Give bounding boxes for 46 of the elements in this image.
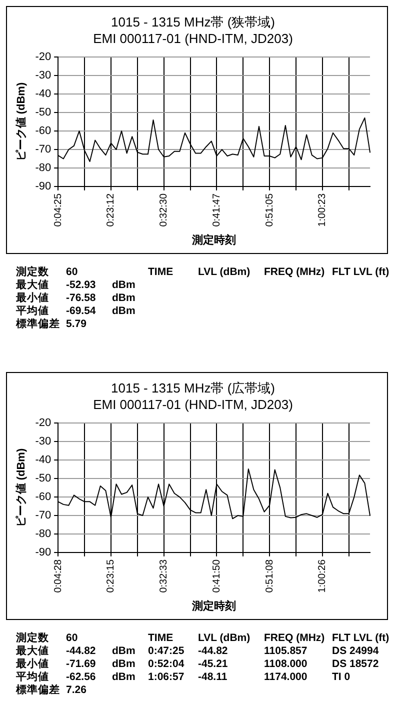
y-tick-label: -80 (35, 528, 52, 540)
chart-subtitle: EMI 000117-01 (HND-ITM, JD203) (93, 30, 293, 46)
y-axis-title: ピーク値 (dBm) (14, 82, 28, 162)
y-tick-label: -50 (35, 106, 52, 119)
x-tick-label: 0:32:30 (158, 193, 170, 227)
text: 測定数 60 TIME LVL (dBm) FREQ (MHz) FLT LVL (ft) (16, 266, 390, 278)
y-tick-label: -30 (35, 70, 52, 82)
x-axis-title: 測定時刻 (191, 599, 236, 612)
y-tick-label: -50 (35, 472, 52, 485)
x-tick-label: 1:00:23 (317, 193, 328, 227)
x-tick-label: 0:41:47 (211, 193, 222, 227)
x-axis-title: 測定時刻 (191, 233, 236, 246)
x-tick-label: 0:51:08 (264, 559, 276, 593)
chart-subtitle: EMI 000117-01 (HND-ITM, JD203) (93, 396, 293, 412)
y-tick-label: -40 (35, 88, 52, 100)
y-tick-label: -90 (35, 180, 52, 192)
x-tick-label: 0:23:12 (106, 193, 117, 227)
x-tick-label: 0:32:33 (158, 559, 170, 593)
text: 最大値 -44.82 dBm 0:47:25 -44.82 1105.857 DS 24994 (16, 645, 379, 657)
text: 標準偏差 7.26 (16, 684, 88, 697)
x-tick-label: 0:41:50 (211, 559, 222, 593)
text: 標準偏差 5.79 (16, 318, 88, 331)
y-tick-label: -90 (35, 546, 52, 558)
y-tick-label: -30 (35, 436, 52, 448)
x-tick-label: 0:23:15 (106, 559, 117, 593)
y-tick-label: -60 (35, 491, 52, 504)
x-tick-label: 1:00:26 (317, 559, 328, 593)
y-axis-title: ピーク値 (dBm) (14, 448, 28, 528)
y-tick-label: -80 (35, 162, 52, 174)
x-tick-label: 0:04:25 (52, 193, 64, 227)
text: 最小値 -76.58 dBm (16, 292, 136, 304)
text: 平均値 -62.56 dBm 1:06:57 -48.11 1174.000 TI 0 (16, 671, 350, 683)
chart-title: 1015 - 1315 MHz帯 (広帯域) (111, 380, 275, 396)
y-tick-label: -70 (35, 144, 52, 156)
text: 平均値 -69.54 dBm (16, 305, 136, 317)
x-tick-label: 0:51:05 (264, 193, 276, 227)
text: 測定数 60 TIME LVL (dBm) FREQ (MHz) FLT LVL (ft) (16, 632, 390, 644)
y-tick-label: -70 (35, 510, 52, 522)
y-tick-label: -20 (35, 51, 52, 64)
x-tick-label: 0:04:28 (52, 559, 64, 593)
chart-title: 1015 - 1315 MHz帯 (狭帯域) (111, 14, 275, 30)
y-tick-label: -40 (35, 454, 52, 466)
text: 最大値 -52.93 dBm (16, 279, 136, 291)
text: 最小値 -71.69 dBm 0:52:04 -45.21 1108.000 DS 18572 (16, 658, 379, 670)
y-tick-label: -60 (35, 125, 52, 138)
y-tick-label: -20 (35, 417, 52, 430)
